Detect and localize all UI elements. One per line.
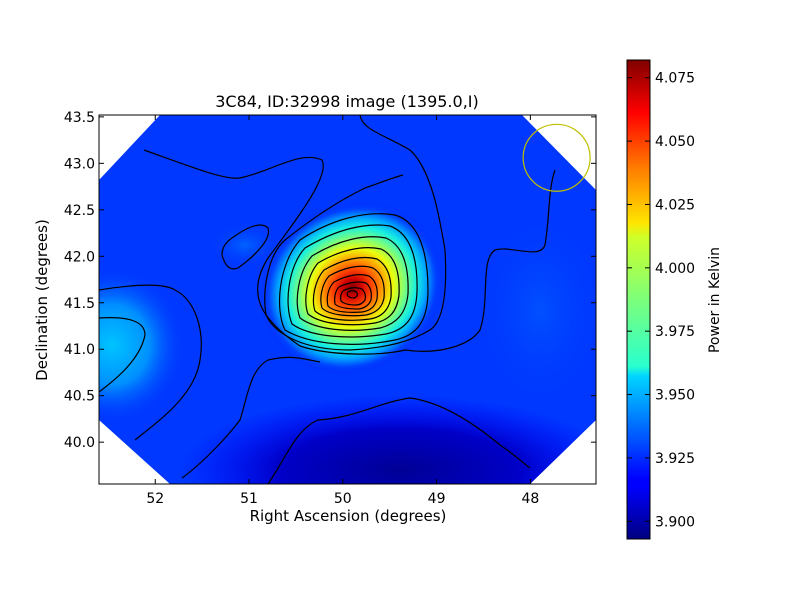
x-tick-label: 51 xyxy=(240,491,258,507)
heatmap-image xyxy=(99,115,596,484)
contour-line xyxy=(320,265,385,317)
colorbar-tick-label: 3.900 xyxy=(655,514,695,530)
contour-line xyxy=(312,256,392,321)
contour-line xyxy=(296,236,409,331)
contour-line xyxy=(264,115,447,351)
colorbar-tick-label: 3.925 xyxy=(655,451,695,467)
contour-line xyxy=(326,274,378,313)
y-tick-label: 43.0 xyxy=(64,156,95,172)
colorbar-ticks: 3.900 3.925 3.950 3.975 4.000 4.025 4.050 4.075 xyxy=(627,71,695,530)
colorbar-tick-label: 3.975 xyxy=(655,324,695,340)
x-tick-label: 49 xyxy=(428,491,446,507)
contour-line xyxy=(305,247,400,326)
heatmap-right-region xyxy=(460,190,596,430)
heatmap-left-blob xyxy=(205,219,285,271)
y-tick-label: 42.0 xyxy=(64,249,95,265)
contour-line xyxy=(221,224,270,270)
contour-line xyxy=(346,290,358,299)
contour-line xyxy=(334,281,372,310)
contour-line xyxy=(287,224,418,338)
heatmap-left-warm xyxy=(99,265,187,425)
x-axis-label: Right Ascension (degrees) xyxy=(250,507,447,525)
x-tick-label: 50 xyxy=(334,491,352,507)
y-tick-label: 41.5 xyxy=(64,296,95,312)
plot-frame xyxy=(98,114,597,485)
contour-line xyxy=(340,287,366,306)
contour-line xyxy=(99,317,146,393)
x-axis: 52 51 50 49 48 xyxy=(146,115,539,507)
contour-line xyxy=(99,284,202,441)
colorbar-tick-label: 4.075 xyxy=(655,71,695,87)
contour-line xyxy=(267,397,531,484)
contour-line xyxy=(278,213,429,345)
y-axis-label: Declination (degrees) xyxy=(33,219,51,381)
colorbar-tick-label: 4.050 xyxy=(655,134,695,150)
y-tick-label: 41.0 xyxy=(64,342,95,358)
beam-circle xyxy=(522,123,591,192)
chart-title: 3C84, ID:32998 image (1395.0,I) xyxy=(215,92,479,111)
colorbar xyxy=(626,59,651,540)
y-tick-label: 42.5 xyxy=(64,203,95,219)
colorbar-label: Power in Kelvin xyxy=(707,247,723,353)
contours xyxy=(99,115,556,484)
contour-line xyxy=(181,356,321,479)
y-axis: 40.0 40.5 41.0 41.5 42.0 42.5 43.0 43.5 xyxy=(64,110,596,451)
y-tick-label: 43.5 xyxy=(64,110,95,126)
x-tick-label: 52 xyxy=(146,491,164,507)
colorbar-tick-label: 4.000 xyxy=(655,261,695,277)
x-tick-label: 48 xyxy=(521,491,539,507)
y-tick-label: 40.0 xyxy=(64,435,95,451)
contour-line xyxy=(143,149,556,355)
y-tick-label: 40.5 xyxy=(64,389,95,405)
heatmap-dark-region xyxy=(180,395,596,484)
colorbar-tick-label: 3.950 xyxy=(655,388,695,404)
colorbar-tick-label: 4.025 xyxy=(655,197,695,213)
